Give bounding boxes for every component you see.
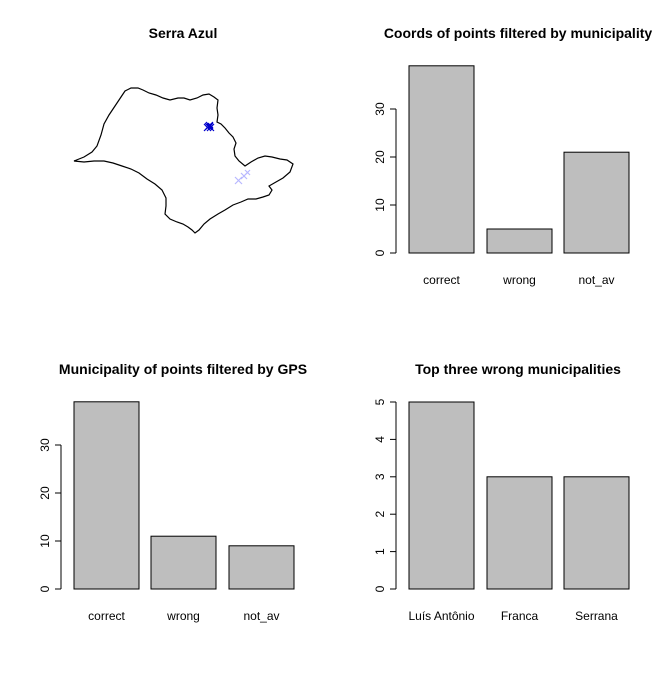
y-tick-label: 4: [373, 436, 387, 443]
y-tick-label: 0: [373, 585, 387, 592]
outlier-points: [234, 169, 251, 185]
bar-wrong: [486, 228, 553, 254]
y-tick-label: 1: [373, 548, 387, 555]
map-panel: Serra Azul: [73, 25, 294, 234]
y-tick-label: 3: [373, 473, 387, 480]
chart-title: Top three wrong municipalities: [415, 361, 621, 377]
y-tick-label: 2: [373, 511, 387, 518]
category-label: not_av: [578, 273, 614, 287]
category-label: correct: [423, 273, 460, 287]
filtered-points: [203, 121, 215, 132]
y-tick-label: 10: [38, 534, 52, 548]
category-label: Serrana: [575, 609, 618, 623]
y-tick-label: 20: [373, 150, 387, 164]
y-tick-label: 0: [38, 585, 52, 592]
map-title: Serra Azul: [149, 25, 218, 41]
bar-correct: [73, 401, 140, 590]
bar-wrong: [150, 535, 217, 590]
category-label: Luís Antônio: [408, 609, 474, 623]
category-label: wrong: [166, 609, 200, 623]
category-label: wrong: [502, 273, 536, 287]
y-tick-label: 0: [373, 249, 387, 256]
state-outline: [73, 87, 294, 234]
y-tick-label: 20: [38, 486, 52, 500]
chart-title: Coords of points filtered by municipalit…: [384, 25, 653, 41]
bar-lu-s-ant-nio: [408, 401, 475, 590]
y-tick-label: 5: [373, 398, 387, 405]
chart-title: Municipality of points filtered by GPS: [59, 361, 307, 377]
category-label: Franca: [501, 609, 539, 623]
y-tick-label: 10: [373, 198, 387, 212]
bar-panel-municipality-filter: Coords of points filtered by municipalit…: [373, 25, 652, 287]
y-tick-label: 30: [38, 438, 52, 452]
bar-not-av: [563, 151, 630, 254]
category-label: correct: [88, 609, 125, 623]
y-tick-label: 30: [373, 102, 387, 116]
category-label: not_av: [243, 609, 279, 623]
bar-franca: [486, 476, 553, 590]
bar-not-av: [228, 545, 295, 590]
bar-correct: [408, 65, 475, 254]
bar-panel-gps-filter: Municipality of points filtered by GPS co…: [38, 361, 307, 623]
bar-serrana: [563, 476, 630, 590]
bar-panel-top-wrong: Top three wrong municipalities Luís Antôn…: [373, 361, 630, 623]
